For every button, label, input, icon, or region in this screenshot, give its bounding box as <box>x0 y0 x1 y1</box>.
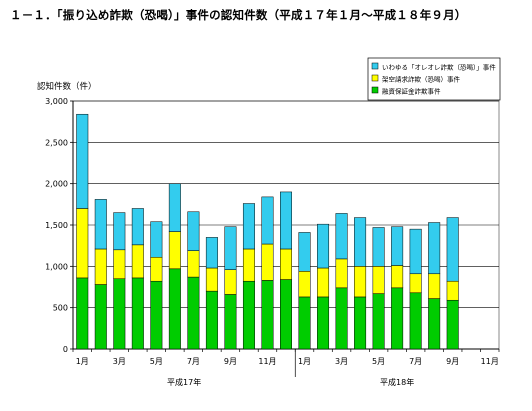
bar-segment-1 <box>280 279 292 350</box>
bar-segment-1 <box>391 287 404 350</box>
legend-swatch <box>371 62 379 70</box>
x-tick-label: 7月 <box>409 357 422 366</box>
bar-segment-1 <box>409 292 422 350</box>
legend-label: 架空請求詐欺（恐喝）事件 <box>382 75 461 84</box>
bar-segment-2 <box>372 266 385 294</box>
bar-segment-2 <box>354 266 367 298</box>
legend-swatch <box>371 74 379 82</box>
x-tick-label: 7月 <box>187 357 200 366</box>
bar-segment-3 <box>428 222 441 275</box>
bar-segment-3 <box>280 191 292 250</box>
bar-segment-1 <box>205 290 218 350</box>
x-tick-label: 5月 <box>150 357 163 366</box>
bar-segment-3 <box>298 232 311 272</box>
bar-segment-3 <box>131 208 144 246</box>
bar-segment-1 <box>168 268 181 350</box>
bar-segment-3 <box>94 199 107 250</box>
bar-segment-2 <box>224 269 237 295</box>
bar-segment-1 <box>335 287 348 350</box>
bar-segment-1 <box>150 280 163 350</box>
bar-segment-1 <box>446 299 459 350</box>
year-label: 平成18年 <box>380 377 414 387</box>
y-tick-label: 1,000 <box>45 262 68 271</box>
bar-segment-3 <box>150 221 163 258</box>
y-tick-label: 2,500 <box>45 138 68 147</box>
legend-label: いわゆる「オレオレ詐欺（恐喝）」事件 <box>382 63 496 72</box>
bar-segment-1 <box>131 277 144 350</box>
x-tick-label: 11月 <box>481 357 499 366</box>
bar-segment-2 <box>428 273 441 299</box>
bar-segment-2 <box>261 243 274 281</box>
bar-segment-1 <box>298 296 311 350</box>
bar-segment-1 <box>317 296 330 350</box>
bar-segment-2 <box>113 249 126 279</box>
bar-segment-3 <box>261 196 274 245</box>
bar-segment-1 <box>187 276 200 350</box>
bar-segment-2 <box>317 267 330 298</box>
year-label: 平成17年 <box>167 377 201 387</box>
bar-segment-1 <box>242 280 255 350</box>
bar-segment-1 <box>76 277 89 350</box>
bar-segment-3 <box>187 211 200 251</box>
bar-segment-2 <box>446 280 459 301</box>
bar-segment-3 <box>446 217 459 282</box>
bar-segment-1 <box>354 296 367 350</box>
bar-segment-3 <box>205 237 218 269</box>
bar-segment-1 <box>224 294 237 350</box>
bar-segment-3 <box>391 226 404 266</box>
chart-title: １－１．「振り込め詐欺（恐喝）」事件の認知件数（平成１７年１月～平成１８年９月） <box>10 8 467 22</box>
bar-segment-1 <box>428 298 441 350</box>
bar-segment-2 <box>280 248 292 280</box>
legend <box>367 57 501 101</box>
bar-segment-3 <box>372 227 385 267</box>
x-tick-label: 3月 <box>335 357 348 366</box>
bar-segment-3 <box>354 217 367 267</box>
bar-segment-2 <box>205 267 218 292</box>
bar-segment-2 <box>391 265 404 289</box>
y-tick-label: 2,000 <box>45 180 68 189</box>
y-tick-label: 1,500 <box>45 221 68 230</box>
y-axis-label: 認知件数（件） <box>37 81 97 92</box>
bar-segment-2 <box>335 258 348 289</box>
bar-segment-3 <box>76 113 89 209</box>
bar-segment-1 <box>372 293 385 350</box>
bar-segment-1 <box>113 278 126 350</box>
y-tick-label: 3,000 <box>45 97 68 106</box>
bar-segment-2 <box>94 248 107 285</box>
bar-segment-3 <box>224 226 237 270</box>
bar-segment-2 <box>409 273 422 294</box>
bar-segment-3 <box>335 213 348 260</box>
legend-label: 融資保証金詐欺事件 <box>382 87 441 96</box>
bar-segment-2 <box>150 256 163 282</box>
bar-segment-1 <box>94 284 107 350</box>
bar-segment-3 <box>409 228 422 275</box>
bar-segment-1 <box>261 280 274 350</box>
bar-segment-3 <box>317 223 330 269</box>
y-tick-label: 500 <box>53 304 68 313</box>
x-tick-label: 9月 <box>446 357 459 366</box>
x-tick-label: 3月 <box>113 357 126 366</box>
bar-segment-3 <box>168 183 181 232</box>
bar-segment-2 <box>298 271 311 298</box>
bar-segment-2 <box>131 244 144 279</box>
legend-swatch <box>371 86 379 94</box>
bar-segment-3 <box>113 212 126 251</box>
bar-segment-3 <box>242 203 255 250</box>
x-tick-label: 11月 <box>258 357 276 366</box>
x-tick-label: 1月 <box>76 357 89 366</box>
x-tick-label: 9月 <box>224 357 237 366</box>
bar-segment-2 <box>168 231 181 270</box>
bar-segment-2 <box>242 248 255 282</box>
x-tick-label: 1月 <box>298 357 311 366</box>
x-tick-label: 5月 <box>372 357 385 366</box>
bar-segment-2 <box>76 208 89 279</box>
bar-segment-2 <box>187 250 200 278</box>
y-tick-label: 0 <box>63 345 68 354</box>
